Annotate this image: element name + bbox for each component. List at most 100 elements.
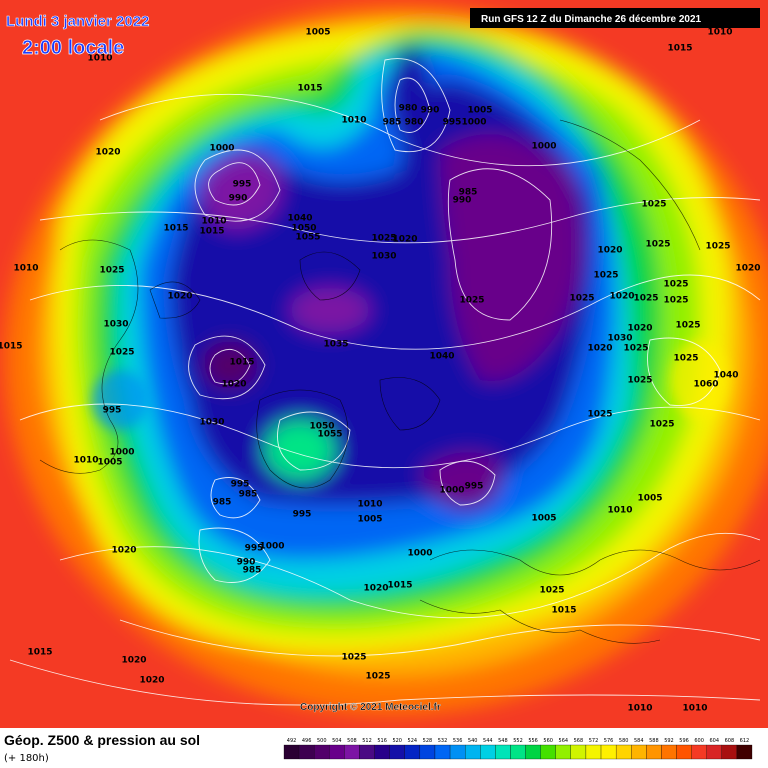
isobar-label: 1030: [607, 334, 632, 344]
colorbar-cell: [525, 744, 541, 760]
isobar-label: 1025: [539, 586, 564, 596]
isobar-label: 1020: [587, 344, 612, 354]
colorbar-cell: [495, 744, 511, 760]
isobar-label: 1025: [663, 280, 688, 290]
isobar-label: 1020: [121, 656, 146, 666]
colorbar-label: 520: [392, 738, 402, 744]
isobar-label: 1010: [707, 28, 732, 38]
isobar-label: 1025: [623, 344, 648, 354]
isobar-label: 1025: [109, 348, 134, 358]
isobar-label: 1020: [95, 148, 120, 158]
colorbar-cell: [600, 744, 617, 760]
isobar-label: 985: [213, 498, 232, 508]
colorbar-cell: [419, 744, 436, 760]
colorbar-cell: [404, 744, 421, 760]
isobar-label: 1025: [459, 296, 484, 306]
isobar-label: 1000: [407, 549, 432, 559]
isobar-label: 1025: [705, 242, 730, 252]
isobar-label: 1030: [371, 252, 396, 262]
isobar-label: 1005: [357, 515, 382, 525]
isobar-label: 1020: [363, 584, 388, 594]
isobar-label: 995: [443, 118, 462, 128]
isobar-label: 1015: [27, 648, 52, 658]
colorbar-cell: [676, 744, 692, 760]
colorbar-label: 492: [287, 738, 297, 744]
isobar-label: 1010: [357, 500, 382, 510]
colorbar-label: 528: [423, 738, 433, 744]
colorbar-label: 572: [589, 738, 599, 744]
colorbar-cell: [298, 744, 315, 760]
isobar-label: 990: [229, 194, 248, 204]
isobar-label: 1025: [99, 266, 124, 276]
colorbar-cell: [283, 744, 300, 760]
colorbar-cell: [389, 744, 405, 760]
isobar-label: 1025: [633, 294, 658, 304]
colorbar-label: 568: [574, 738, 584, 744]
isobar-label: 990: [453, 196, 472, 206]
isobar-label: 985: [239, 490, 258, 500]
colorbar-cell: [329, 744, 345, 760]
isobar-label: 1040: [287, 214, 312, 224]
isobar-label: 995: [465, 482, 484, 492]
isobar-label: 985: [459, 188, 478, 198]
colorbar-cell: [434, 744, 451, 760]
colorbar-label: 536: [453, 738, 463, 744]
local-time: 2:00 locale: [22, 37, 124, 59]
colorbar-label: 496: [302, 738, 312, 744]
isobar-label: 995: [293, 510, 312, 520]
isobar-label: 990: [421, 106, 440, 116]
isobar-label: 1005: [467, 106, 492, 116]
colorbar-label: 544: [483, 738, 493, 744]
colorbar-cell: [359, 744, 375, 760]
colorbar-label: 584: [634, 738, 644, 744]
isobar-label: 1025: [569, 294, 594, 304]
isobar-label: 1035: [323, 340, 348, 350]
colorbar-label: 500: [317, 738, 327, 744]
isobar-label: 1050: [291, 224, 316, 234]
isobar-label: 1000: [209, 144, 234, 154]
isobar-label: 1025: [663, 296, 688, 306]
colorbar-cell: [374, 744, 390, 760]
isobar-label: 1055: [317, 430, 342, 440]
coastlines: [39, 119, 761, 644]
colorbar-label: 608: [725, 738, 735, 744]
colorbar-cell: [510, 744, 526, 760]
colorbar-label: 560: [543, 738, 553, 744]
isobar-label: 1020: [139, 676, 164, 686]
isobar-label: 1020: [392, 235, 417, 245]
isobar-label: 1015: [297, 84, 322, 94]
colorbar-cell: [615, 744, 632, 760]
isobar-label: 1020: [167, 292, 192, 302]
isobar-label: 1020: [627, 324, 652, 334]
isobar-label: 980: [405, 118, 424, 128]
isobar-label: 1010: [607, 506, 632, 516]
colorbar-cell: [540, 744, 556, 760]
colorbar-label: 604: [709, 738, 719, 744]
isobar-label: 1000: [439, 486, 464, 496]
isobar-label: 1005: [305, 28, 330, 38]
isobar-label: 1030: [103, 320, 128, 330]
colorbar-cell: [480, 744, 496, 760]
isobar-label: 1010: [341, 116, 366, 126]
isobar-label: 1025: [587, 410, 612, 420]
colorbar-cell: [314, 744, 330, 760]
isobar-label: 1010: [73, 456, 98, 466]
colorbar-label: 592: [664, 738, 674, 744]
isobar-label: 1025: [673, 354, 698, 364]
colorbar-label: 508: [347, 738, 357, 744]
colorbar-label: 512: [362, 738, 372, 744]
isobar-label: 1010: [627, 704, 652, 714]
colorbar-cell: [555, 744, 571, 760]
isobar-label: 1060: [693, 380, 718, 390]
isobar-label: 1015: [199, 227, 224, 237]
colorbar-cell: [721, 744, 738, 760]
isobar-label: 1020: [111, 546, 136, 556]
colorbar-cell: [570, 744, 587, 760]
copyright: Copyright © 2021 Meteociel.fr: [300, 702, 441, 713]
isobar-label: 985: [243, 566, 262, 576]
isobar-label: 985: [383, 118, 402, 128]
forecast-lead: (+ 180h): [4, 753, 49, 764]
isobar-label: 1005: [531, 514, 556, 524]
